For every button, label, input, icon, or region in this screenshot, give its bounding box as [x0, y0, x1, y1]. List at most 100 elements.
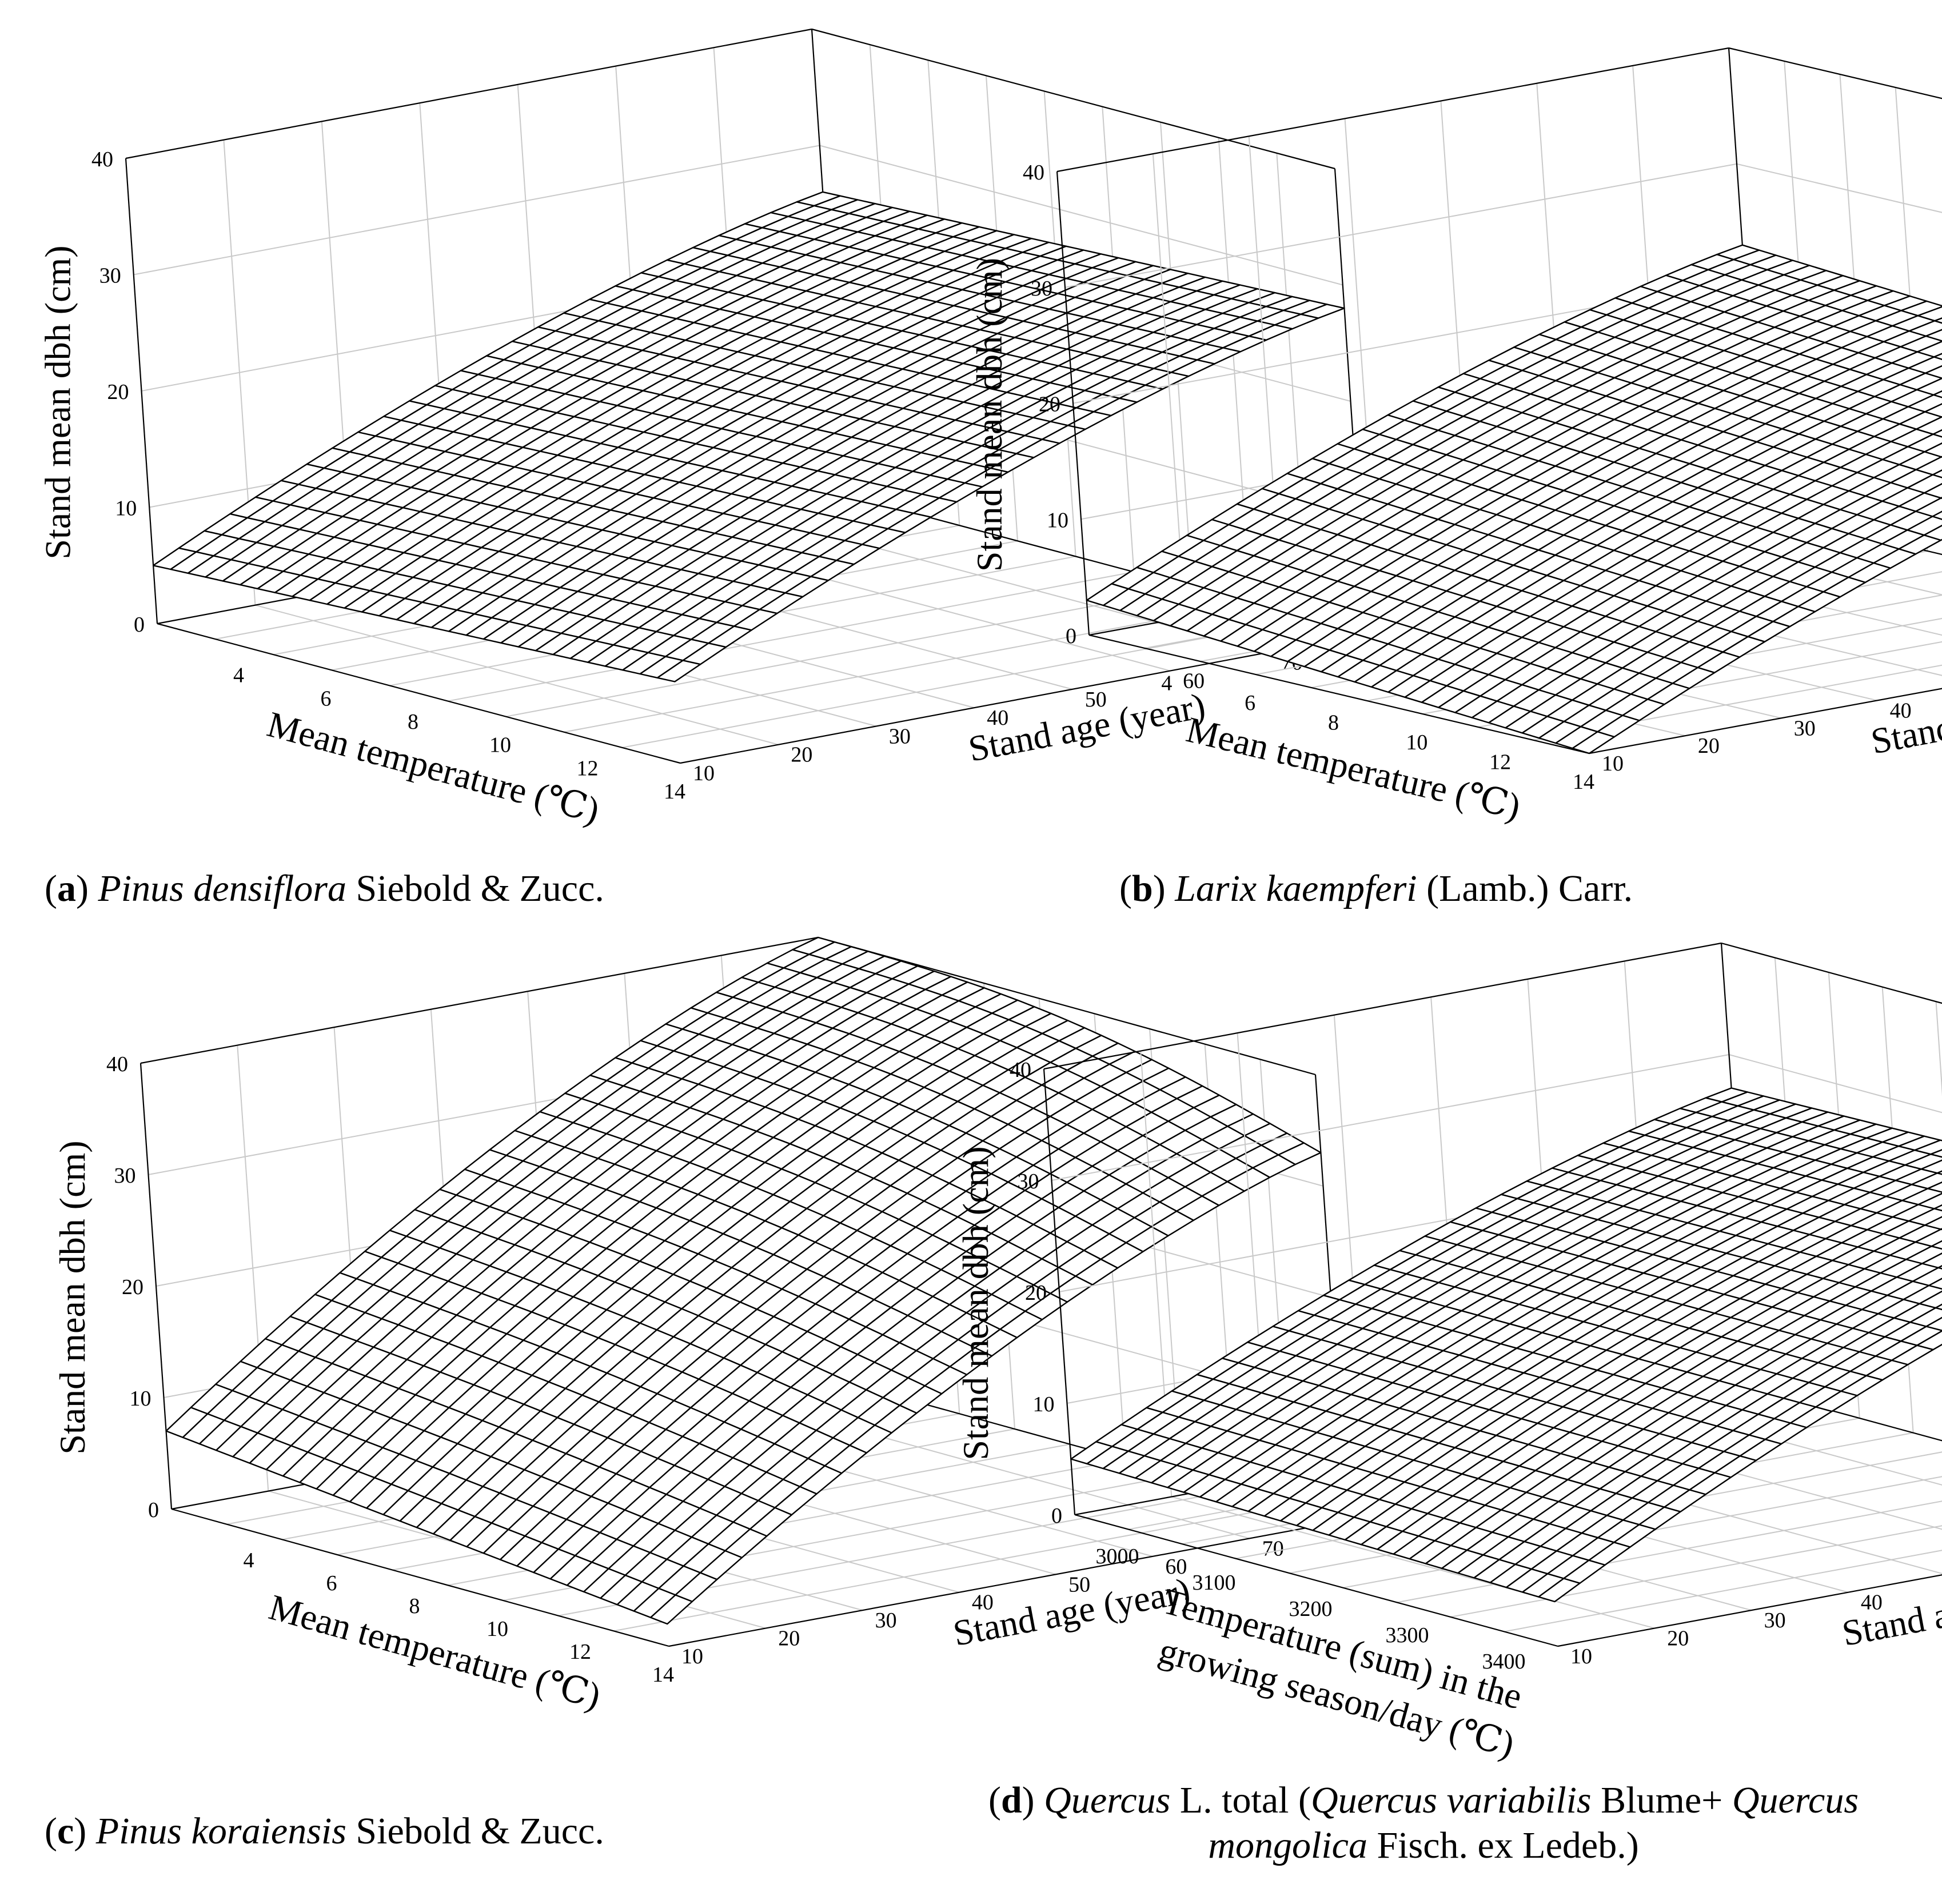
caption-d-authority-2: Fisch. ex Ledeb. [1377, 1825, 1626, 1867]
x-tick-label: 6 [326, 1571, 337, 1595]
grid-z-back [1728, 47, 1942, 99]
z-tick-label: 30 [99, 264, 121, 288]
z-tick-label: 10 [1033, 1392, 1055, 1416]
surface-cell [1933, 1204, 1942, 1212]
x-tick-label: 3200 [1289, 1597, 1333, 1621]
y-tick-label: 40 [987, 706, 1008, 730]
surface-cell [1931, 1240, 1942, 1250]
x-tick-label: 8 [1328, 711, 1339, 735]
x-tick-label: 14 [664, 780, 685, 804]
y-tick-label: 50 [1085, 688, 1107, 712]
grid-z-left [133, 145, 820, 276]
y-tick-label: 70 [1262, 1536, 1284, 1560]
y-tick-label: 20 [1698, 734, 1720, 758]
y-tick-label: 20 [791, 743, 812, 767]
x-tick-label: 6 [321, 686, 332, 710]
axis-box-edge [125, 158, 158, 624]
caption-a-species: Pinus densiflora [98, 868, 346, 909]
surface-cell [1932, 429, 1942, 438]
grid-z-back [819, 145, 1343, 286]
x-tick-label: 8 [408, 710, 418, 734]
x-tick-label: 3400 [1482, 1650, 1526, 1674]
caption-d-species: Quercus [1044, 1779, 1171, 1821]
x-tick-label: 4 [233, 664, 244, 688]
axis-box-edge [1074, 1514, 1558, 1647]
caption-c-species: Pinus koraiensis [95, 1810, 346, 1852]
axis-box-edge [1056, 171, 1090, 636]
z-tick-label: 0 [148, 1498, 159, 1522]
chart-panel-d: 0 10 20 30 40 3000 3100 3200 3300 3400 10 20 30 40 50 6… [955, 942, 1942, 1765]
axis-box-edge [139, 1063, 173, 1510]
y-tick-label: 10 [693, 761, 715, 785]
grid-x-floor [613, 1504, 1291, 1632]
z-axis-label: Stand mean dbh (cm) [955, 1146, 996, 1460]
z-tick-label: 10 [115, 497, 137, 521]
axis-box-edge [1589, 688, 1942, 755]
x-tick-label: 12 [577, 756, 599, 780]
surface-mesh-d [1070, 1087, 1942, 1603]
x-tick-label: 4 [1161, 672, 1172, 696]
y-tick-label: 20 [1667, 1627, 1689, 1651]
z-tick-label: 0 [1051, 1504, 1062, 1528]
x-tick-label: 10 [487, 1617, 508, 1641]
axis-box-edge [1056, 47, 1729, 173]
x-tick-label: 14 [652, 1663, 674, 1687]
y-tick-label: 20 [778, 1627, 800, 1651]
axis-box-edge [1043, 942, 1722, 1070]
axis-box-edge [668, 1519, 1347, 1647]
axis-box-edge [1557, 1574, 1942, 1647]
z-tick-label: 20 [1039, 393, 1060, 417]
caption-c: (c) Pinus koraiensis Siebold & Zucc. [45, 1810, 604, 1852]
z-tick-label: 0 [1066, 624, 1076, 648]
surface-cell [1538, 1578, 1581, 1603]
grid-z-left [1064, 163, 1737, 288]
x-axis-label: Mean temperature (℃) [263, 704, 604, 831]
axis-box-edge [1721, 942, 1942, 1004]
axis-box-edge [171, 1508, 669, 1647]
x-axis-label: Mean temperature (℃) [1183, 709, 1525, 827]
grid-z-back [1736, 163, 1942, 213]
surface-cell [1932, 469, 1942, 478]
x-tick-label: 4 [244, 1548, 254, 1572]
z-tick-label: 40 [1010, 1058, 1031, 1082]
grid-x-floor [1533, 664, 1942, 741]
z-tick-label: 30 [114, 1164, 136, 1188]
y-tick-label: 60 [1183, 669, 1205, 693]
caption-d-species-2b: mongolica [1208, 1825, 1367, 1867]
y-tick-label: 10 [1602, 752, 1624, 776]
grid-x-floor [1504, 1550, 1942, 1632]
y-tick-label: 60 [1165, 1555, 1187, 1579]
surface-cell [1932, 390, 1942, 398]
axis-box-edge [157, 622, 681, 764]
z-tick-label: 20 [107, 380, 129, 404]
z-axis-label: Stand mean dbh (cm) [38, 245, 78, 559]
caption-d-species-1: Quercus variabilis [1310, 1779, 1592, 1821]
surface-mesh-a [152, 191, 1345, 682]
x-tick-label: 6 [1245, 691, 1255, 715]
surface-mesh-b [1086, 244, 1942, 755]
z-tick-label: 0 [134, 613, 145, 637]
y-tick-label: 30 [889, 724, 911, 748]
z-axis-label: Stand mean dbh (cm) [969, 258, 1010, 572]
surface-cell [656, 660, 701, 682]
axis-box-edge [680, 633, 1367, 764]
x-tick-label: 3300 [1386, 1623, 1429, 1647]
caption-d-authority-1: Blume+ [1601, 1779, 1723, 1821]
surface-cell [1572, 731, 1616, 755]
grid-x-floor [505, 586, 1193, 717]
axis-box-edge [1043, 1068, 1076, 1515]
z-tick-label: 30 [1018, 1169, 1039, 1194]
grid-x-floor [564, 602, 1250, 733]
grid-z-left [1051, 1054, 1729, 1181]
z-tick-label: 10 [1047, 508, 1068, 532]
x-tick-label: 12 [569, 1640, 591, 1664]
axis-box-edge [1088, 634, 1590, 755]
caption-a: (a) Pinus densiflora Siebold & Zucc. [45, 868, 604, 909]
z-tick-label: 40 [1023, 161, 1044, 185]
y-tick-label: 40 [1861, 1591, 1883, 1615]
surface-cell [1933, 353, 1942, 361]
surface-cell [1932, 510, 1942, 520]
z-tick-label: 40 [91, 147, 113, 171]
grid-y-floor [1171, 1496, 1655, 1629]
